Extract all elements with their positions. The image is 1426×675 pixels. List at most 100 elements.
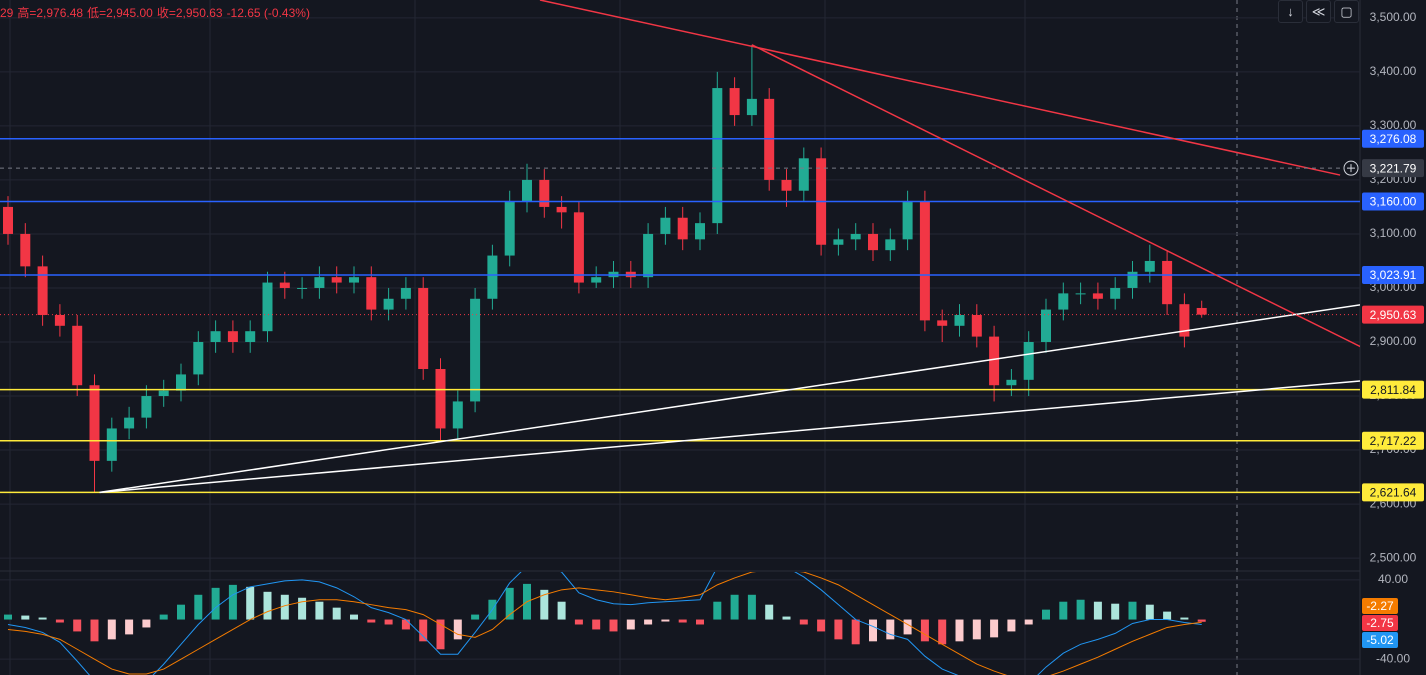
candle-body bbox=[573, 212, 584, 283]
candle-body bbox=[37, 266, 48, 315]
histogram-bar bbox=[1059, 601, 1068, 620]
level-label-box bbox=[1362, 192, 1424, 211]
fullscreen-button[interactable]: ▢ bbox=[1334, 0, 1359, 23]
histogram-bar bbox=[298, 597, 307, 620]
level-label: 2,621.64 bbox=[1370, 486, 1417, 500]
candle-body bbox=[158, 390, 169, 397]
candle-body bbox=[1006, 379, 1017, 386]
histogram-bar bbox=[125, 619, 134, 635]
macd-panel bbox=[0, 572, 1360, 675]
histogram-bar bbox=[696, 619, 704, 625]
candle-body bbox=[539, 179, 550, 207]
candle-body bbox=[556, 206, 567, 213]
histogram-bar bbox=[747, 594, 756, 620]
histogram-bar bbox=[765, 604, 774, 620]
y-tick-label: 2,900.00 bbox=[1370, 334, 1417, 348]
histogram-bar bbox=[730, 594, 739, 620]
candle-body bbox=[989, 336, 1000, 386]
candle-body bbox=[297, 287, 308, 289]
histogram-bar bbox=[142, 619, 151, 628]
candle-body bbox=[124, 417, 135, 429]
candle-body bbox=[660, 217, 671, 234]
crosshair-label: 3,221.79 bbox=[1370, 161, 1417, 175]
header-item: 高=2,976.48 bbox=[17, 6, 84, 20]
collapse-button[interactable]: ≪ bbox=[1306, 0, 1331, 23]
candle-body bbox=[1179, 304, 1190, 337]
ohlc-header: 29 高=2,976.48 低=2,945.00 收=2,950.63 -12.65 (… bbox=[0, 4, 314, 21]
candle-body bbox=[1075, 293, 1086, 295]
price-panel bbox=[0, 0, 1360, 559]
last-price-label: 2,950.63 bbox=[1370, 308, 1417, 322]
signal-value-box bbox=[1362, 615, 1398, 631]
histogram-bar bbox=[159, 614, 168, 620]
candle-body bbox=[400, 287, 411, 299]
y-tick-label: 3,400.00 bbox=[1370, 64, 1417, 78]
candle-body bbox=[798, 158, 809, 191]
last-price-label-box bbox=[1362, 305, 1424, 324]
candle-body bbox=[833, 239, 844, 245]
level-label-box bbox=[1362, 266, 1424, 285]
candle-body bbox=[210, 331, 221, 342]
candle-body bbox=[643, 233, 654, 278]
header-item: -12.65 (-0.43%) bbox=[226, 6, 310, 20]
add-alert-plus bbox=[1347, 164, 1355, 173]
histogram-bar bbox=[1093, 601, 1102, 620]
histogram-bar bbox=[1007, 619, 1016, 632]
level-label-box bbox=[1362, 129, 1424, 148]
histogram-bar bbox=[332, 607, 341, 620]
histogram-bar bbox=[920, 619, 929, 642]
candle-body bbox=[1058, 293, 1069, 310]
histogram-bar bbox=[471, 614, 480, 620]
level-label: 2,717.22 bbox=[1370, 434, 1417, 448]
header-item: 29 bbox=[0, 6, 14, 20]
histogram-value-box bbox=[1362, 598, 1398, 614]
histogram-bar bbox=[90, 619, 99, 642]
signal-line bbox=[7, 572, 1202, 675]
scroll-down-button[interactable]: ↓ bbox=[1278, 0, 1303, 23]
candle-body bbox=[695, 223, 705, 240]
candle-body bbox=[937, 320, 948, 326]
candle-body bbox=[1092, 293, 1103, 299]
candle-body bbox=[1041, 309, 1051, 342]
histogram-bar bbox=[453, 619, 462, 640]
candle-body bbox=[349, 277, 359, 283]
signal-value-label: -2.75 bbox=[1366, 616, 1394, 630]
y-tick-label: 40.00 bbox=[1378, 572, 1408, 586]
macd-value-box bbox=[1362, 632, 1398, 648]
histogram-bar bbox=[1163, 611, 1172, 620]
candle-body bbox=[850, 233, 861, 240]
candle-body bbox=[712, 88, 723, 224]
histogram-bar bbox=[592, 619, 601, 630]
candle-body bbox=[868, 233, 878, 251]
candle-body bbox=[227, 331, 238, 342]
histogram-bar bbox=[38, 617, 47, 620]
candle-body bbox=[383, 298, 394, 310]
histogram-bar bbox=[1024, 619, 1033, 625]
candle-body bbox=[1162, 260, 1173, 305]
y-tick-label: 2,500.00 bbox=[1370, 550, 1417, 564]
header-item: 低=2,945.00 bbox=[87, 6, 153, 20]
histogram-bar bbox=[938, 619, 947, 645]
candle-body bbox=[106, 428, 117, 461]
histogram-bar bbox=[851, 619, 860, 645]
candle-body bbox=[435, 369, 446, 429]
histogram-bar bbox=[1076, 599, 1085, 620]
histogram-bar bbox=[4, 614, 12, 620]
histogram-bar bbox=[1145, 604, 1154, 620]
histogram-bar bbox=[177, 604, 185, 620]
candle-body bbox=[54, 314, 65, 326]
histogram-bar bbox=[990, 619, 999, 638]
histogram-bar bbox=[401, 619, 410, 630]
histogram-bar bbox=[817, 619, 826, 632]
histogram-bar bbox=[436, 619, 445, 650]
histogram-bar bbox=[886, 619, 895, 640]
histogram-bar bbox=[955, 619, 964, 642]
macd-line bbox=[7, 572, 1202, 675]
level-label: 3,023.91 bbox=[1370, 268, 1417, 282]
histogram-bar bbox=[609, 619, 618, 632]
histogram-bar bbox=[1128, 601, 1137, 620]
histogram-bar bbox=[1180, 617, 1189, 620]
candle-body bbox=[1127, 271, 1138, 288]
histogram-bar bbox=[834, 619, 843, 640]
candle-body bbox=[971, 314, 982, 337]
